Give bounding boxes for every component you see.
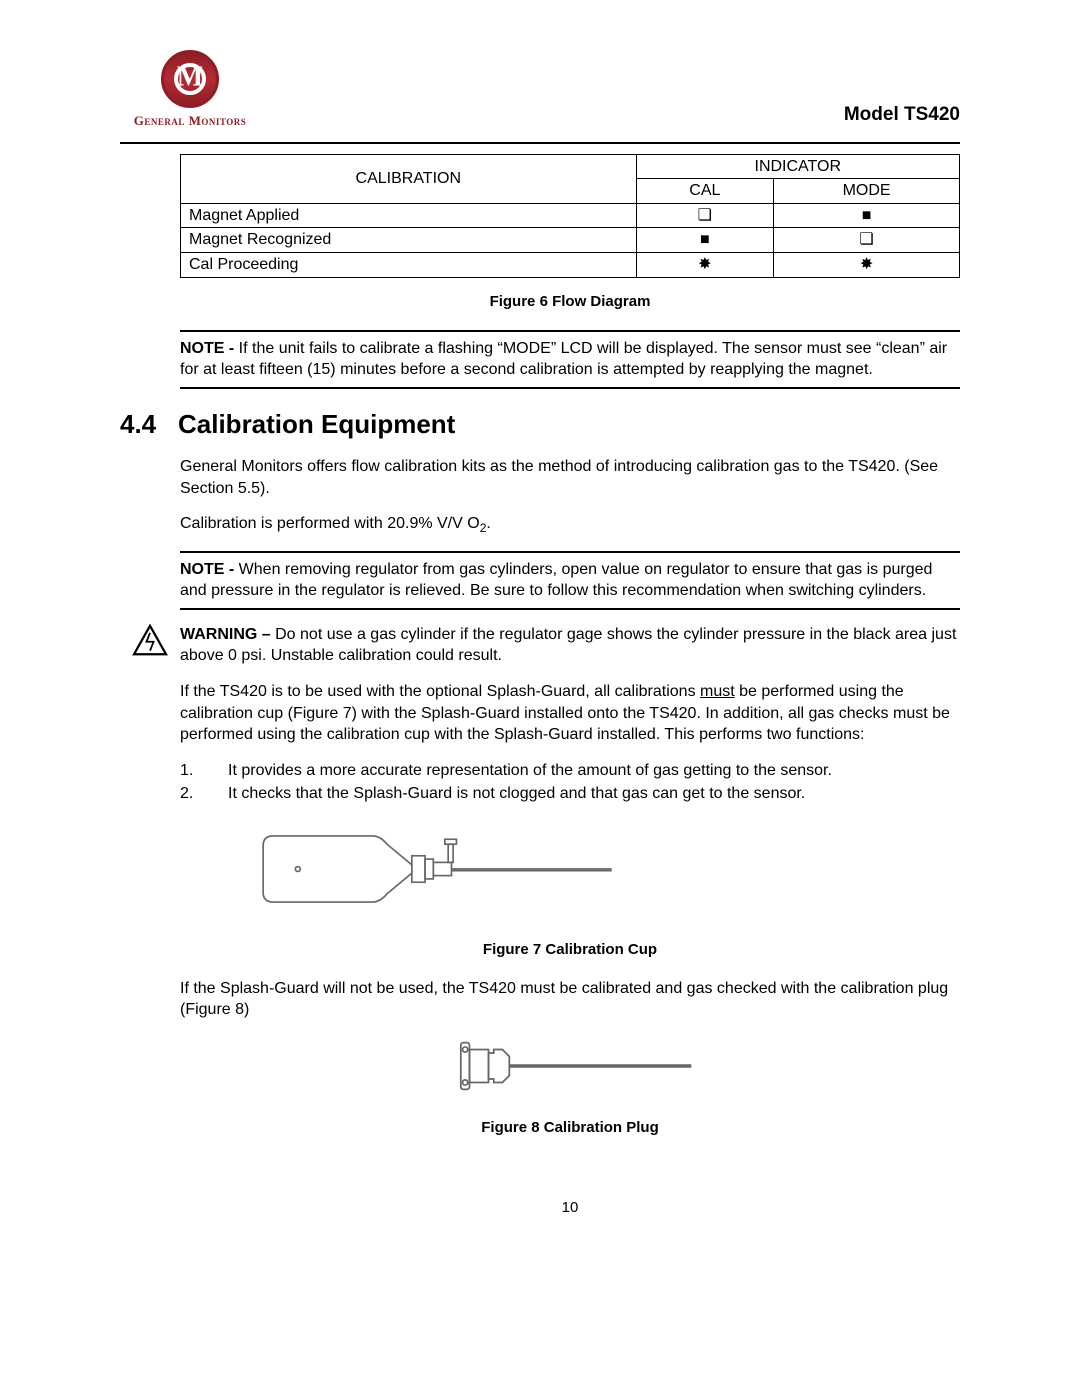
section-heading: 4.4Calibration Equipment [120,407,960,442]
para3-pre: If the TS420 is to be used with the opti… [180,683,700,700]
para-o2-post: . [486,515,490,532]
row-label: Cal Proceeding [181,252,637,277]
brand-name: General Monitors [134,112,247,130]
note-text: If the unit fails to calibrate a flashin… [180,340,947,379]
figure8-image [180,1035,960,1104]
para-plug: If the Splash-Guard will not be used, th… [180,978,960,1021]
table-row: Cal Proceeding ✸ ✸ [181,252,960,277]
flow-table: CALIBRATION INDICATOR CAL MODE Magnet Ap… [180,154,960,278]
list-item-text: It provides a more accurate representati… [228,760,832,782]
note-text: When removing regulator from gas cylinde… [180,561,932,600]
table-row: Magnet Recognized ■ ❏ [181,228,960,253]
warning-label: WARNING – [180,626,275,643]
mode-symbol: ✸ [774,252,960,277]
figure6-caption: Figure 6 Flow Diagram [180,292,960,312]
cal-symbol: ✸ [636,252,774,277]
warning-text-block: WARNING – Do not use a gas cylinder if t… [180,624,960,667]
list-item-text: It checks that the Splash-Guard is not c… [228,783,805,805]
list-item: It provides a more accurate representati… [180,760,960,782]
cal-symbol: ❏ [636,203,774,228]
note-label: NOTE - [180,561,239,578]
figure7-image [240,819,960,926]
table-row: Magnet Applied ❏ ■ [181,203,960,228]
para-o2: Calibration is performed with 20.9% V/V … [180,513,960,536]
figure8-caption: Figure 8 Calibration Plug [180,1118,960,1138]
cal-symbol: ■ [636,228,774,253]
list-item: It checks that the Splash-Guard is not c… [180,783,960,805]
subcol-mode: MODE [774,179,960,204]
row-label: Magnet Applied [181,203,637,228]
warning-text: Do not use a gas cylinder if the regulat… [180,626,956,665]
note-block-1: NOTE - If the unit fails to calibrate a … [180,330,960,389]
model-label: Model TS420 [844,102,960,128]
para-o2-pre: Calibration is performed with 20.9% V/V … [180,515,480,532]
brand-logo: M General Monitors [120,50,260,130]
para3-underline: must [700,683,735,700]
subcol-cal: CAL [636,179,774,204]
mode-symbol: ■ [774,203,960,228]
warning-icon [132,624,168,663]
mode-symbol: ❏ [774,228,960,253]
section-number: 4.4 [120,407,178,442]
col-calibration: CALIBRATION [181,154,637,203]
col-indicator: INDICATOR [636,154,959,179]
functions-list: It provides a more accurate representati… [180,760,960,805]
note-label: NOTE - [180,340,239,357]
header-divider [120,142,960,144]
logo-glyph: M [161,50,219,108]
row-label: Magnet Recognized [181,228,637,253]
note-block-2: NOTE - When removing regulator from gas … [180,551,960,610]
para-intro: General Monitors offers flow calibration… [180,456,960,499]
para-splashguard: If the TS420 is to be used with the opti… [180,681,960,746]
section-title: Calibration Equipment [178,409,455,439]
page-number: 10 [180,1198,960,1218]
figure7-caption: Figure 7 Calibration Cup [180,940,960,960]
